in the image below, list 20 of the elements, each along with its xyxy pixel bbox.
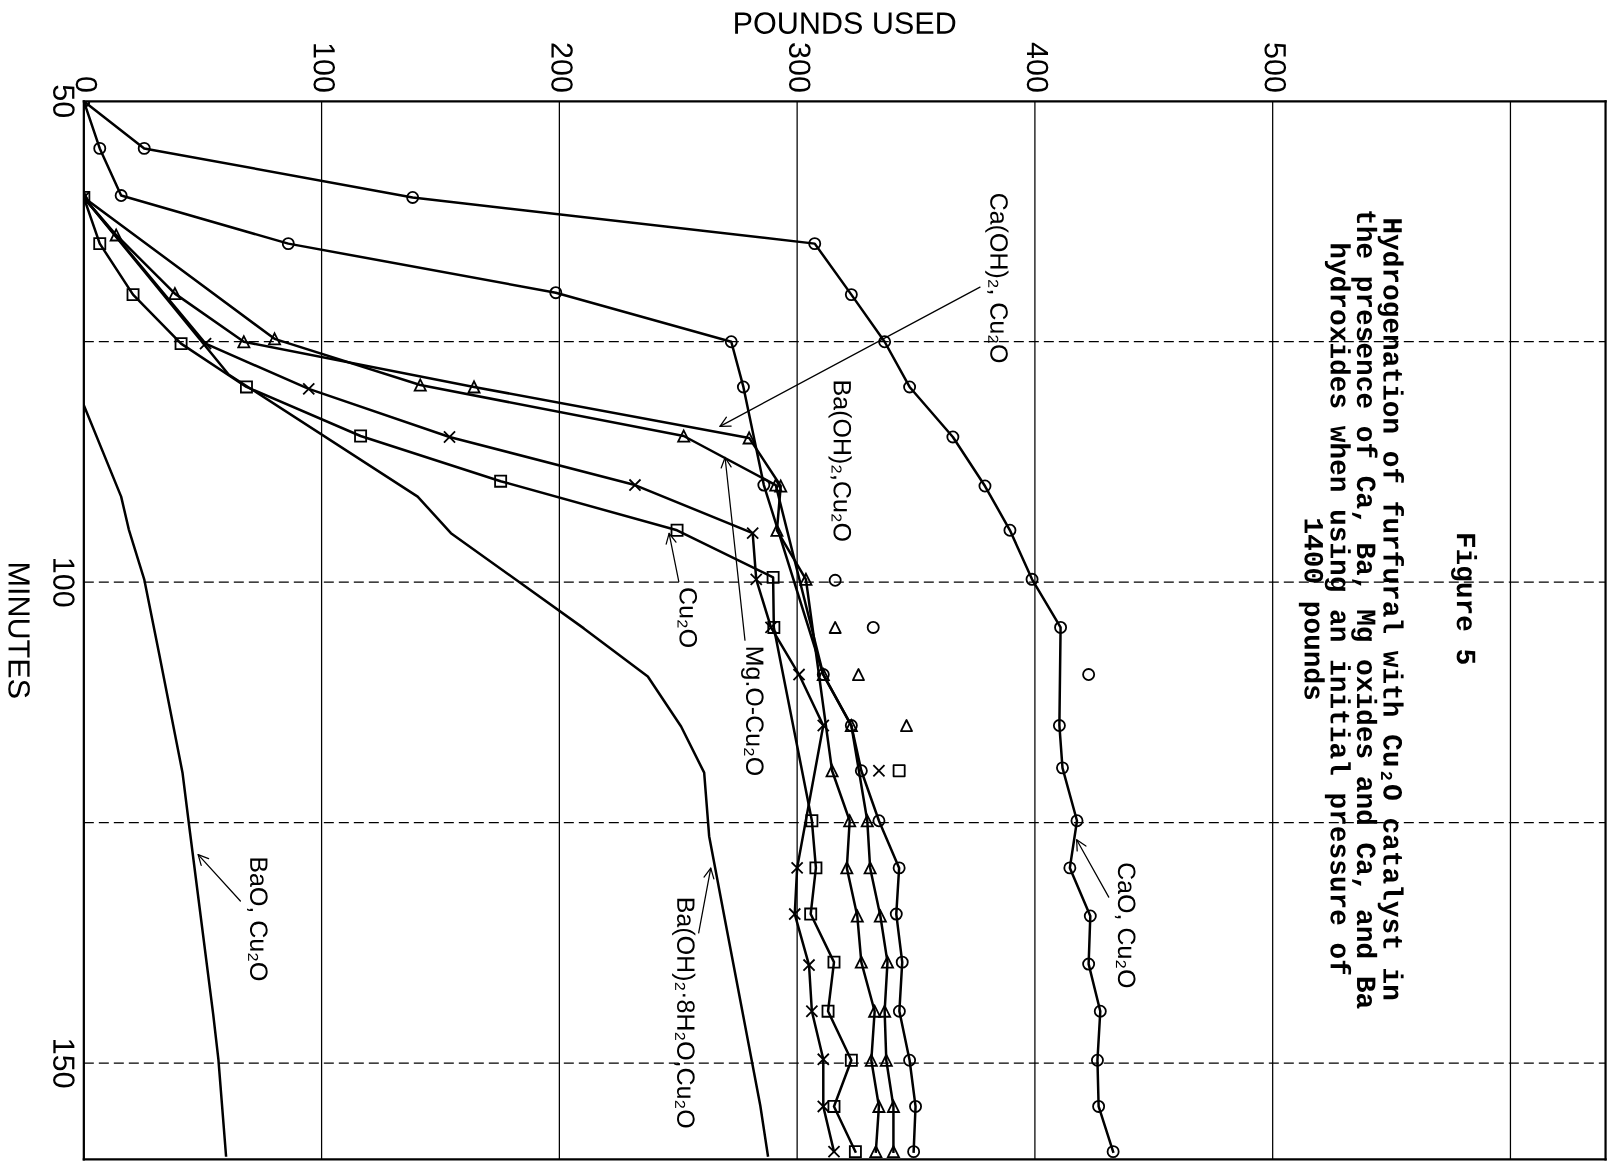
text: Hydrogenation of furfural with Cu₂O catalyst in the presence of Ca, Ba, Mg oxides and Ca, and Ba hydroxides when using an initial pressure of 1400 pounds [1298,211,1404,1009]
x-tick-label: 500 [1264,43,1287,92]
y-axis-title: MINUTES [8,564,30,698]
annotation: Mg.O-Cu₂O [741,647,764,776]
annotation: Ba(OH)₂,Cu₂O [828,381,852,541]
y-tick-label: 100 [53,559,75,607]
x-axis-title: POUNDS USED [735,12,956,34]
x-tick-label: 300 [788,43,811,92]
x-tick-label: 0 [75,77,98,92]
annotation: Cu₂O [677,588,698,647]
text: Figure 5 [1451,534,1478,664]
annotation: Ca(OH)₂, Cu₂O [985,193,1009,363]
x-tick-label: 400 [1026,42,1049,92]
x-tick-label: 200 [551,43,573,92]
annotation: Ba(OH)₂·8H₂O,Cu₂O [672,898,696,1128]
y-tick-label: 150 [53,1040,75,1088]
annotation: CaO, Cu₂O [1114,863,1136,988]
y-tick-label: 50 [53,85,75,118]
annotation: BaO, Cu₂O [247,858,268,981]
x-tick-label: 100 [313,44,336,92]
